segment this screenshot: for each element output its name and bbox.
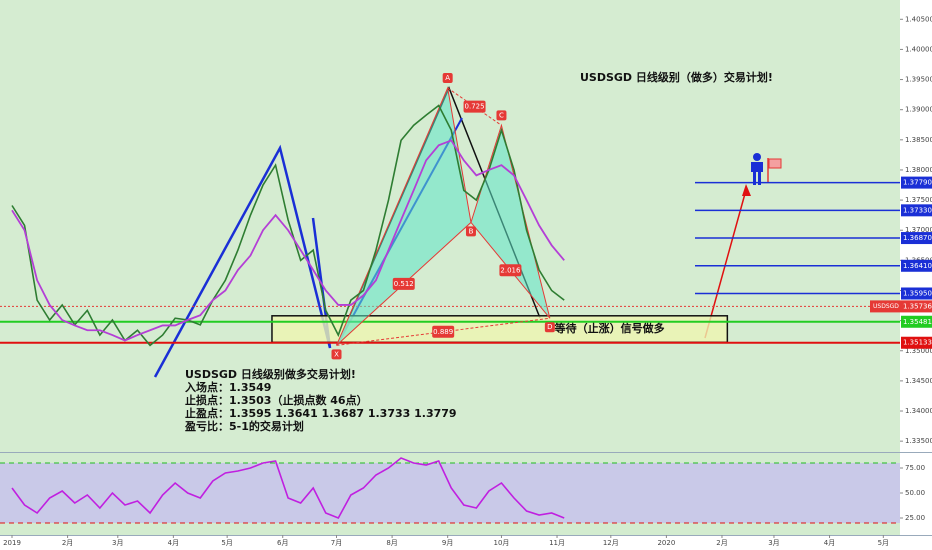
flag-icon [768, 158, 782, 169]
pattern-point-label: C [499, 111, 504, 119]
pattern-point [331, 349, 342, 360]
ratio-tag [392, 277, 415, 290]
pattern-point [496, 110, 507, 121]
pattern-point-label: D [547, 323, 552, 331]
price-level-label: 1.35481 [903, 318, 932, 326]
price-level-tag [901, 204, 932, 217]
x-tick-label: 5月 [221, 539, 232, 547]
y-tick-label: 1.34500 [905, 377, 932, 385]
person-icon [753, 153, 761, 161]
price-level-tag [901, 315, 932, 328]
price-level-tag [901, 232, 932, 245]
person-icon [753, 172, 756, 185]
x-tick-label: 12月 [603, 539, 619, 547]
ratio-label: 0.889 [433, 328, 453, 336]
arrow-head [742, 184, 751, 196]
y-tick-label: 1.39500 [905, 76, 932, 84]
x-tick-label: 2月 [716, 539, 727, 547]
y-tick-label: 1.38000 [905, 166, 932, 174]
x-tick-label: 3月 [112, 539, 123, 547]
x-tick-label: 4月 [824, 539, 835, 547]
ratio-label: 2.016 [500, 266, 521, 274]
chart-title: USDSGD 日线级别（做多）交易计划! [580, 70, 773, 84]
x-tick-label: 2020 [657, 539, 675, 547]
ratio-tag [499, 264, 522, 277]
y-tick-label: 1.34000 [905, 407, 932, 415]
pattern-point [544, 322, 555, 333]
y-tick-label: 1.37500 [905, 196, 932, 204]
price-axis [900, 0, 932, 550]
y-tick-label: 1.40500 [905, 15, 932, 23]
x-tick-label: 4月 [168, 539, 179, 547]
price-level-label: 1.35950 [903, 289, 932, 297]
y-tick-label: 1.33500 [905, 437, 932, 445]
pattern-point-label: X [334, 350, 339, 358]
x-tick-label: 2019 [3, 539, 21, 547]
x-tick-label: 11月 [549, 539, 565, 547]
y-tick-label: 1.39000 [905, 106, 932, 114]
price-level-label: 1.36410 [903, 262, 932, 270]
y-tick-label: 1.37000 [905, 226, 932, 234]
x-tick-label: 5月 [878, 539, 889, 547]
pattern-point [442, 72, 453, 83]
pattern-point-label: B [469, 227, 474, 235]
y-tick-label: 1.38500 [905, 136, 932, 144]
x-tick-label: 9月 [442, 539, 453, 547]
series-line [11, 104, 565, 347]
x-tick-label: 6月 [277, 539, 288, 547]
ratio-label: 0.725 [465, 103, 485, 111]
current-price-tag [870, 300, 932, 313]
price-level-label: 1.37790 [903, 179, 932, 187]
y-tick-label: 50.00 [905, 489, 925, 497]
person-icon [758, 172, 761, 185]
y-tick-label: 25.00 [905, 514, 925, 522]
plan-text: 盈亏比：5-1的交易计划 [184, 419, 304, 433]
ratio-label: 0.512 [394, 280, 414, 288]
price-level-tag [901, 176, 932, 189]
pattern-point-label: A [445, 74, 450, 82]
plan-text: 入场点：1.3549 [185, 380, 271, 394]
y-tick-label: 75.00 [905, 464, 925, 472]
y-tick-label: 1.40000 [905, 45, 932, 53]
pattern-point [465, 226, 476, 237]
price-level-tag [901, 336, 932, 349]
current-price-name: USDSGD [873, 303, 899, 310]
price-level-tag [901, 287, 932, 300]
x-tick-label: 10月 [493, 539, 509, 547]
price-level-label: 1.35133 [903, 339, 932, 347]
series-line [11, 457, 565, 520]
plan-text: 止盈点：1.3595 1.3641 1.3687 1.3733 1.3779 [185, 406, 457, 420]
x-tick-label: 7月 [331, 539, 342, 547]
arrow [704, 189, 747, 339]
current-price-label: 1.35736 [903, 302, 932, 310]
x-tick-label: 2月 [62, 539, 73, 547]
rsi-band [0, 463, 900, 523]
person-icon [751, 162, 763, 172]
x-tick-label: 8月 [386, 539, 397, 547]
price-level-tag [901, 259, 932, 272]
ratio-tag [432, 325, 455, 338]
plan-text: 止损点：1.3503（止损点数 46点） [185, 393, 368, 407]
series-line [11, 139, 565, 342]
ratio-tag [463, 100, 486, 113]
price-level-label: 1.36870 [903, 234, 932, 242]
zone-label: 等待（止涨）信号做多 [554, 321, 665, 335]
y-tick-label: 1.35000 [905, 347, 932, 355]
plan-text: USDSGD 日线级别做多交易计划! [185, 367, 356, 381]
x-tick-label: 3月 [768, 539, 779, 547]
price-level-label: 1.37330 [903, 206, 932, 214]
